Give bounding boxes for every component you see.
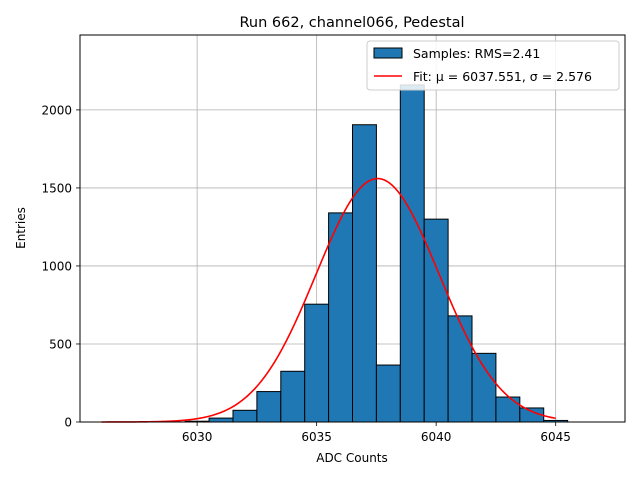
plot-frame	[79, 34, 626, 423]
histogram-bar	[328, 212, 354, 423]
histogram-bar	[256, 391, 282, 423]
histogram-bar	[495, 396, 521, 423]
legend-box	[366, 40, 620, 91]
histogram-bar	[280, 370, 306, 423]
histogram-bar	[304, 303, 330, 423]
histogram-bar	[375, 364, 401, 423]
legend-bar-swatch	[373, 47, 403, 59]
x-tick-label: 6030	[182, 430, 213, 444]
x-tick-label: 6045	[540, 430, 571, 444]
y-tick-label: 0	[64, 416, 72, 430]
histogram-bar	[352, 124, 377, 423]
y-axis-label: Entries	[14, 207, 28, 249]
x-tick-label: 6035	[301, 430, 332, 444]
histogram-bar	[232, 409, 258, 423]
histogram-bar	[423, 218, 449, 423]
legend: Samples: RMS=2.41 Fit: μ = 6037.551, σ =…	[366, 40, 620, 91]
y-tick-label: 2000	[41, 103, 72, 117]
y-tick-label: 500	[49, 337, 72, 351]
histogram-bar	[208, 417, 234, 423]
x-tick-label: 6040	[421, 430, 452, 444]
x-axis-label: ADC Counts	[316, 451, 388, 465]
legend-label-fit: Fit: μ = 6037.551, σ = 2.576	[413, 69, 592, 84]
histogram-bar	[447, 315, 473, 423]
fit-curve	[101, 177, 556, 423]
chart-title: Run 662, channel066, Pedestal	[239, 15, 464, 31]
histogram-bar	[471, 352, 497, 423]
axis-ticks: 6030 6035 6040 6045 0 500 1000 1500 2000	[41, 103, 571, 444]
legend-label-samples: Samples: RMS=2.41	[413, 46, 540, 61]
y-tick-label: 1000	[41, 259, 72, 273]
histogram-bar	[399, 84, 425, 423]
y-tick-label: 1500	[41, 181, 72, 195]
